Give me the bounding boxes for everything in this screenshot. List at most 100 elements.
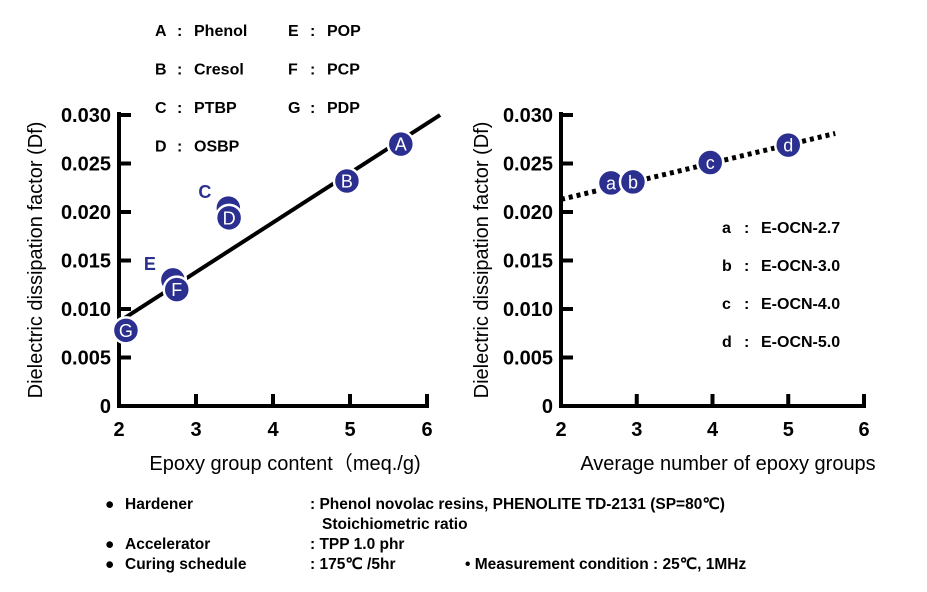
legend-separator: : bbox=[744, 220, 749, 237]
legend-name: E-OCN-2.7 bbox=[761, 220, 840, 237]
legend-name: E-OCN-4.0 bbox=[761, 296, 840, 313]
legend-separator: : bbox=[310, 62, 315, 79]
legend-entry-a: a: E-OCN-2.7 bbox=[722, 220, 840, 237]
hardener-value: : Phenol novolac resins, PHENOLITE TD-21… bbox=[310, 496, 725, 513]
point-label: B bbox=[341, 171, 353, 191]
point-label: C bbox=[198, 182, 211, 202]
legend-entry-D: D: OSBP bbox=[155, 139, 240, 156]
legend-name: POP bbox=[327, 23, 361, 40]
point-label: c bbox=[706, 153, 715, 173]
legend-entry-b: b: E-OCN-3.0 bbox=[722, 258, 840, 275]
legend-key: d bbox=[722, 334, 732, 351]
legend-key: F bbox=[288, 62, 298, 79]
legend-name: OSBP bbox=[194, 139, 240, 156]
y-tick-label: 0 bbox=[542, 396, 553, 418]
legend-key: C bbox=[155, 100, 167, 117]
measurement-condition: • Measurement condition : 25℃, 1MHz bbox=[465, 556, 747, 573]
y-tick-label: 0.015 bbox=[503, 251, 553, 273]
data-point-G: G bbox=[111, 316, 141, 345]
legend-separator: : bbox=[310, 23, 315, 40]
point-label: E bbox=[144, 254, 156, 274]
point-marker bbox=[695, 148, 725, 177]
legend-key: G bbox=[288, 100, 300, 117]
legend-key: A bbox=[155, 23, 167, 40]
bullet: ● bbox=[105, 556, 115, 573]
y-tick-label: 0.010 bbox=[61, 299, 111, 321]
x-tick-label: 2 bbox=[113, 419, 124, 441]
data-point-d: d bbox=[774, 130, 803, 160]
y-tick-label: 0.005 bbox=[61, 348, 111, 370]
point-marker bbox=[386, 129, 416, 159]
legend-entry-d: d: E-OCN-5.0 bbox=[722, 334, 840, 351]
point-label: F bbox=[171, 280, 182, 300]
legend-entry-G: G: PDP bbox=[288, 100, 360, 117]
point-label: a bbox=[606, 173, 617, 193]
x-tick-label: 4 bbox=[267, 419, 279, 441]
legend-separator: : bbox=[744, 296, 749, 313]
x-tick-label: 6 bbox=[858, 419, 869, 441]
legend-key: a bbox=[722, 220, 731, 237]
chart-1: 0 0.005 0.010 0.015 0.020 0.025 0.030 2 3 4 5 6Epox… bbox=[25, 23, 442, 475]
legend-name: PCP bbox=[327, 62, 360, 79]
x-tick-label: 4 bbox=[707, 419, 719, 441]
y-tick-label: 0.025 bbox=[61, 154, 111, 176]
x-tick-label: 3 bbox=[631, 419, 642, 441]
point-label: d bbox=[783, 136, 793, 156]
data-point-a: a bbox=[596, 168, 626, 198]
point-marker bbox=[214, 203, 244, 233]
y-tick-label: 0.015 bbox=[61, 251, 111, 273]
y-tick-label: 0.010 bbox=[503, 299, 553, 321]
legend-entry-C: C: PTBP bbox=[155, 100, 237, 117]
point-marker bbox=[162, 275, 191, 304]
point-marker bbox=[111, 316, 141, 345]
legend-entry-E: E: POP bbox=[288, 23, 361, 40]
legend-separator: : bbox=[744, 258, 749, 275]
chart-2: 0 0.005 0.010 0.015 0.020 0.025 0.030 2 3 4 5 6 Aver… bbox=[471, 105, 876, 475]
legend-entry-c: c: E-OCN-4.0 bbox=[722, 296, 840, 313]
y-tick-label: 0.020 bbox=[61, 202, 111, 224]
x-tick-label: 5 bbox=[344, 419, 355, 441]
y-tick-label: 0.020 bbox=[503, 202, 553, 224]
y-axis-label: Dielectric dissipation factor (Df) bbox=[25, 122, 47, 399]
x-tick-label: 2 bbox=[555, 419, 566, 441]
legend-name: E-OCN-5.0 bbox=[761, 334, 840, 351]
hardener-label: Hardener bbox=[125, 496, 194, 513]
data-point-A: A bbox=[386, 129, 416, 159]
y-tick-label: 0 bbox=[100, 396, 111, 418]
accelerator-value: : TPP 1.0 phr bbox=[310, 536, 405, 553]
point-marker bbox=[774, 130, 803, 160]
data-point-B: B bbox=[332, 166, 362, 196]
point-marker bbox=[332, 166, 362, 196]
x-axis-label: Epoxy group content（meq./g) bbox=[149, 452, 420, 475]
bullet: ● bbox=[105, 496, 115, 513]
y-axis-label: Dielectric dissipation factor (Df) bbox=[471, 122, 493, 399]
curing-value: : 175℃ /5hr bbox=[310, 556, 396, 573]
legend-key: D bbox=[155, 139, 167, 156]
y-tick-label: 0.005 bbox=[503, 348, 553, 370]
hardener-ratio: Stoichiometric ratio bbox=[322, 516, 468, 533]
legend-name: Cresol bbox=[194, 62, 244, 79]
bullet: ● bbox=[105, 536, 115, 553]
accelerator-label: Accelerator bbox=[125, 536, 211, 553]
legend-entry-F: F: PCP bbox=[288, 62, 360, 79]
x-axis-label: Average number of epoxy groups bbox=[580, 453, 875, 475]
data-point-D: D bbox=[214, 203, 244, 233]
legend-separator: : bbox=[744, 334, 749, 351]
legend-key: c bbox=[722, 296, 731, 313]
legend-key: E bbox=[288, 23, 299, 40]
data-point-F: F bbox=[162, 275, 191, 304]
curing-label: Curing schedule bbox=[125, 556, 247, 573]
legend-separator: : bbox=[177, 100, 182, 117]
legend-entry-A: A: Phenol bbox=[155, 23, 247, 40]
point-marker bbox=[618, 167, 648, 197]
point-label: D bbox=[223, 208, 236, 228]
legend-key: b bbox=[722, 258, 732, 275]
legend-name: PTBP bbox=[194, 100, 237, 117]
y-tick-label: 0.030 bbox=[61, 105, 111, 127]
conditions-notes: ● Hardener : Phenol novolac resins, PHENOL… bbox=[105, 495, 746, 575]
point-label: b bbox=[628, 172, 638, 192]
legend-name: PDP bbox=[327, 100, 360, 117]
x-tick-label: 5 bbox=[783, 419, 794, 441]
